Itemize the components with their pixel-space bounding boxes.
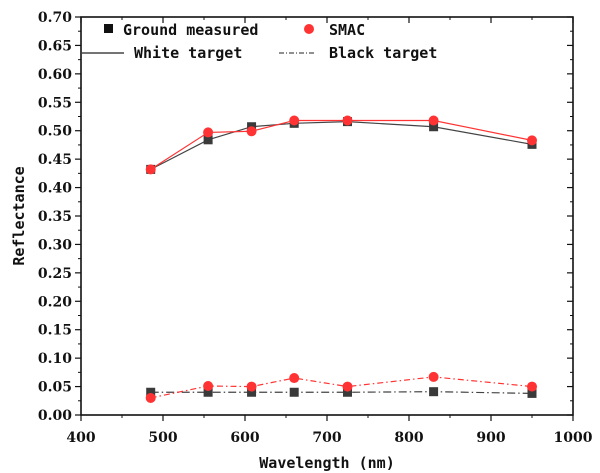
data-point-square — [146, 387, 156, 397]
y-tick-label: 0.10 — [38, 351, 72, 367]
legend-label-smac: SMAC — [329, 21, 365, 39]
plot-frame — [80, 16, 574, 416]
data-point-circle — [527, 135, 537, 146]
x-tick-label: 800 — [394, 430, 423, 446]
data-point-circle — [428, 371, 439, 382]
data-point-circle — [246, 381, 257, 392]
data-point-square — [289, 387, 299, 397]
x-tick-label: 400 — [66, 430, 95, 446]
legend-label-ground-measured: Ground measured — [123, 21, 258, 39]
y-tick-label: 0.20 — [38, 294, 72, 310]
legend-label-white-target: White target — [134, 44, 242, 62]
y-tick-label: 0.00 — [38, 408, 72, 424]
data-point-circle — [527, 381, 537, 392]
x-tick-label: 500 — [148, 430, 177, 446]
y-tick-label: 0.25 — [38, 266, 72, 282]
data-point-circle — [246, 126, 257, 137]
data-point-square — [203, 135, 213, 145]
data-point-square — [429, 387, 439, 397]
y-tick-label: 0.55 — [38, 95, 72, 111]
series-black-ground — [146, 387, 537, 398]
data-point-circle — [428, 115, 439, 126]
x-tick-label: 600 — [230, 430, 259, 446]
series-layer — [145, 115, 537, 403]
x-tick-label: 700 — [312, 430, 341, 446]
y-tick-label: 0.15 — [38, 323, 72, 339]
data-point-square — [343, 387, 352, 397]
legend: Ground measured SMAC White target Black … — [82, 21, 437, 62]
y-tick-label: 0.45 — [38, 152, 72, 168]
y-tick-label: 0.40 — [38, 181, 72, 197]
legend-label-black-target: Black target — [329, 44, 437, 62]
data-point-circle — [342, 115, 353, 126]
data-point-square — [527, 388, 537, 398]
data-point-square — [203, 387, 213, 397]
y-tick-label: 0.65 — [38, 38, 72, 54]
data-point-square — [429, 122, 439, 132]
y-tick-label: 0.60 — [38, 67, 72, 83]
data-point-circle — [203, 381, 214, 392]
x-tick-label: 900 — [476, 430, 505, 446]
y-tick-label: 0.50 — [38, 124, 72, 140]
data-point-circle — [342, 381, 353, 392]
y-tick-label: 0.30 — [38, 237, 72, 253]
y-axis: 0.00 0.05 0.10 0.15 0.20 0.25 0.30 0.35 0.40 0.45… — [38, 10, 573, 424]
x-axis: 400 500 600 700 800 900 1000 — [66, 17, 593, 446]
series-black-smac — [145, 371, 537, 403]
y-axis-title: Reflectance — [10, 166, 28, 265]
data-point-circle — [289, 373, 300, 384]
y-tick-label: 0.35 — [38, 209, 72, 225]
data-point-circle — [203, 127, 214, 138]
plot-border — [80, 16, 574, 416]
y-tick-label: 0.70 — [38, 10, 72, 26]
data-point-circle — [145, 164, 156, 175]
x-axis-title: Wavelength (nm) — [259, 454, 394, 472]
data-point-circle — [289, 115, 300, 126]
data-point-square — [247, 387, 257, 397]
series-white-smac — [145, 115, 537, 175]
data-point-circle — [145, 392, 156, 403]
series-white-ground — [146, 117, 537, 174]
legend-marker-smac — [304, 24, 314, 34]
y-tick-label: 0.05 — [38, 380, 72, 396]
legend-marker-ground-measured — [104, 24, 113, 33]
x-tick-label: 1000 — [554, 430, 593, 446]
